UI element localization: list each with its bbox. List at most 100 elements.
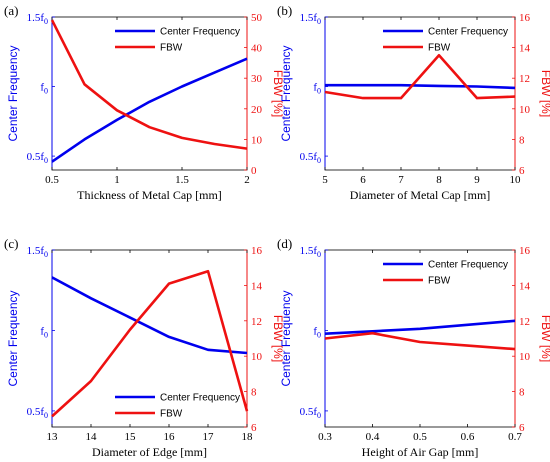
x-tick-label: 18 bbox=[242, 431, 254, 443]
y-left-tick-label: f0 bbox=[40, 82, 48, 96]
y-left-tick-label: 0.5f0 bbox=[300, 151, 321, 165]
y-left-tick-label: 1.5f0 bbox=[27, 12, 48, 26]
y-left-tick-label: 1.5f0 bbox=[27, 245, 48, 259]
legend-label: FBW bbox=[160, 409, 183, 420]
x-tick-label: 0.4 bbox=[366, 431, 380, 443]
panel-a: (a) 0.5 1 1.5 2 0.5f0 f0 1.5f0 0 10 20 30 40 50 Thickn… bbox=[4, 3, 285, 202]
y-right-tick-label: 40 bbox=[251, 43, 263, 55]
y-left-axis-title: Center Frequency bbox=[6, 45, 20, 141]
legend-label: FBW bbox=[160, 43, 183, 54]
x-tick-label: 17 bbox=[203, 431, 215, 443]
x-tick-label: 10 bbox=[510, 174, 522, 186]
panel-label: (a) bbox=[4, 3, 18, 18]
y-left-tick-label: f0 bbox=[313, 325, 321, 339]
y-right-tick-label: 12 bbox=[519, 73, 530, 85]
y-right-tick-label: 14 bbox=[519, 43, 531, 55]
series-line-fbw bbox=[51, 269, 249, 418]
y-right-tick-label: 6 bbox=[251, 422, 257, 434]
legend: Center Frequency FBW bbox=[115, 393, 240, 420]
y-left-tick-label: f0 bbox=[313, 82, 321, 96]
x-tick-label: 8 bbox=[436, 174, 442, 186]
y-right-tick-label: 12 bbox=[519, 316, 530, 328]
y-right-tick-label: 16 bbox=[519, 12, 531, 24]
y-right-tick-label: 16 bbox=[251, 245, 263, 257]
x-tick-label: 1.5 bbox=[175, 174, 189, 186]
y-right-tick-label: 8 bbox=[519, 134, 525, 146]
x-tick-label: 0.5 bbox=[45, 174, 59, 186]
x-tick-label: 13 bbox=[47, 431, 59, 443]
x-tick-label: 2 bbox=[244, 174, 250, 186]
y-right-tick-label: 30 bbox=[251, 73, 263, 85]
y-right-tick-label: 6 bbox=[519, 165, 525, 177]
y-left-tick-label: 1.5f0 bbox=[300, 12, 321, 26]
series-line-center-frequency bbox=[324, 319, 516, 335]
panel-label: (d) bbox=[277, 236, 292, 251]
x-axis-title: Height of Air Gap [mm] bbox=[362, 445, 479, 459]
series-line-center-frequency bbox=[325, 83, 516, 90]
y-left-tick-label: 0.5f0 bbox=[27, 151, 48, 165]
panel-d: (d) 0.3 0.4 0.5 0.6 0.7 0.5f0 f0 1.5f0 6 8 10 12 14 16… bbox=[277, 236, 550, 459]
y-left-tick-label: 0.5f0 bbox=[27, 406, 48, 420]
legend-label: Center Frequency bbox=[160, 27, 240, 38]
y-right-tick-label: 10 bbox=[519, 104, 531, 116]
y-right-tick-label: 14 bbox=[251, 280, 263, 292]
y-left-axis-title: Center Frequency bbox=[6, 290, 20, 386]
series-line-fbw bbox=[324, 331, 516, 351]
y-right-tick-label: 14 bbox=[519, 280, 531, 292]
y-right-axis-title: FBW [%] bbox=[539, 70, 550, 117]
panel-label: (c) bbox=[4, 236, 18, 251]
y-right-tick-label: 8 bbox=[251, 387, 257, 399]
x-tick-label: 0.7 bbox=[508, 431, 522, 443]
x-tick-label: 16 bbox=[164, 431, 176, 443]
series-line-center-frequency bbox=[51, 57, 248, 163]
legend-label: Center Frequency bbox=[428, 27, 508, 38]
y-right-tick-label: 10 bbox=[251, 351, 263, 363]
x-tick-label: 7 bbox=[398, 174, 404, 186]
y-right-tick-label: 0 bbox=[251, 165, 257, 177]
legend-label: FBW bbox=[428, 43, 451, 54]
legend-label: Center Frequency bbox=[428, 260, 508, 271]
plot-frame bbox=[51, 16, 248, 171]
x-tick-label: 0.6 bbox=[461, 431, 475, 443]
plot-frame bbox=[324, 16, 516, 171]
y-right-tick-label: 8 bbox=[519, 387, 525, 399]
x-tick-label: 1 bbox=[114, 174, 120, 186]
y-left-tick-label: 1.5f0 bbox=[300, 245, 321, 259]
x-tick-label: 14 bbox=[86, 431, 98, 443]
series-line-fbw bbox=[50, 19, 248, 150]
y-right-tick-label: 10 bbox=[251, 134, 263, 146]
x-axis-title: Diameter of Edge [mm] bbox=[92, 445, 207, 459]
y-left-tick-label: f0 bbox=[40, 325, 48, 339]
x-axis-title: Diameter of Metal Cap [mm] bbox=[350, 188, 491, 202]
x-tick-label: 6 bbox=[360, 174, 366, 186]
y-left-axis-title: Center Frequency bbox=[279, 45, 293, 141]
legend-label: FBW bbox=[428, 276, 451, 287]
x-tick-label: 15 bbox=[125, 431, 137, 443]
y-right-tick-label: 20 bbox=[251, 104, 263, 116]
x-tick-label: 5 bbox=[322, 174, 328, 186]
y-left-tick-label: 0.5f0 bbox=[300, 406, 321, 420]
plot-frame bbox=[324, 249, 516, 428]
y-left-axis-title: Center Frequency bbox=[279, 290, 293, 386]
x-tick-label: 0.3 bbox=[318, 431, 332, 443]
y-right-tick-label: 6 bbox=[519, 422, 525, 434]
legend: Center Frequency FBW bbox=[115, 27, 240, 54]
series-line-fbw bbox=[324, 53, 516, 100]
x-tick-label: 9 bbox=[474, 174, 480, 186]
legend: Center Frequency FBW bbox=[383, 27, 508, 54]
panel-b: (b) 5 6 7 8 9 10 0.5f0 f0 1.5f0 6 8 10 12 14 16 Diameter… bbox=[277, 3, 550, 202]
panel-c: (c) 13 14 15 16 17 18 0.5f0 f0 1.5f0 6 8 10 12 14 16 Dia… bbox=[4, 236, 285, 459]
y-right-axis-title: FBW [%] bbox=[271, 315, 285, 362]
x-tick-label: 0.5 bbox=[413, 431, 427, 443]
y-right-axis-title: FBW [%] bbox=[539, 315, 550, 362]
series-line-center-frequency bbox=[51, 276, 248, 355]
y-right-tick-label: 16 bbox=[519, 245, 531, 257]
x-axis-title: Thickness of Metal Cap [mm] bbox=[77, 188, 222, 202]
legend-label: Center Frequency bbox=[160, 393, 240, 404]
legend: Center Frequency FBW bbox=[383, 260, 508, 287]
y-right-tick-label: 12 bbox=[251, 316, 262, 328]
y-right-tick-label: 10 bbox=[519, 351, 531, 363]
panel-label: (b) bbox=[277, 3, 292, 18]
y-right-axis-title: FBW [%] bbox=[271, 70, 285, 117]
